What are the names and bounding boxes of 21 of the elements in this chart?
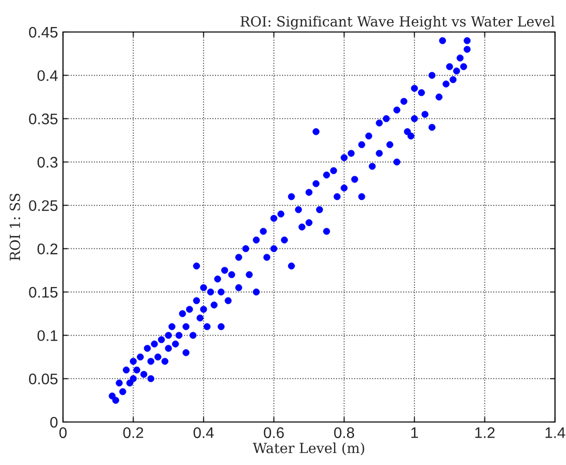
x-tick-label: 0.6 bbox=[264, 427, 284, 438]
y-axis-title: ROI 1: SS bbox=[10, 194, 20, 260]
x-tick-label: 0.2 bbox=[123, 427, 144, 438]
y-tick-label: 0.35 bbox=[29, 114, 58, 124]
x-tick-label: 0.4 bbox=[194, 427, 214, 438]
chart-title: ROI: Significant Wave Height vs Water Level bbox=[240, 16, 555, 30]
y-tick-label: 0.45 bbox=[29, 26, 58, 38]
x-tick-label: 1 bbox=[411, 427, 418, 438]
y-tick-label: 0.1 bbox=[38, 330, 58, 342]
y-tick-label: 0.2 bbox=[38, 244, 58, 254]
y-tick-label: 0.15 bbox=[29, 286, 58, 298]
x-tick-label: 0 bbox=[59, 427, 67, 438]
x-axis-title: Water Level (m) bbox=[252, 442, 364, 456]
y-tick-label: 0.3 bbox=[38, 156, 58, 168]
y-tick-label: 0.25 bbox=[29, 200, 58, 212]
x-tick-label: 1.4 bbox=[546, 427, 566, 438]
x-tick-label: 0.8 bbox=[334, 427, 354, 438]
y-tick-label: 0.05 bbox=[29, 374, 58, 384]
x-tick-label: 1.2 bbox=[475, 427, 495, 438]
y-tick-label: 0.4 bbox=[38, 70, 58, 82]
y-tick-label: 0 bbox=[50, 416, 58, 428]
